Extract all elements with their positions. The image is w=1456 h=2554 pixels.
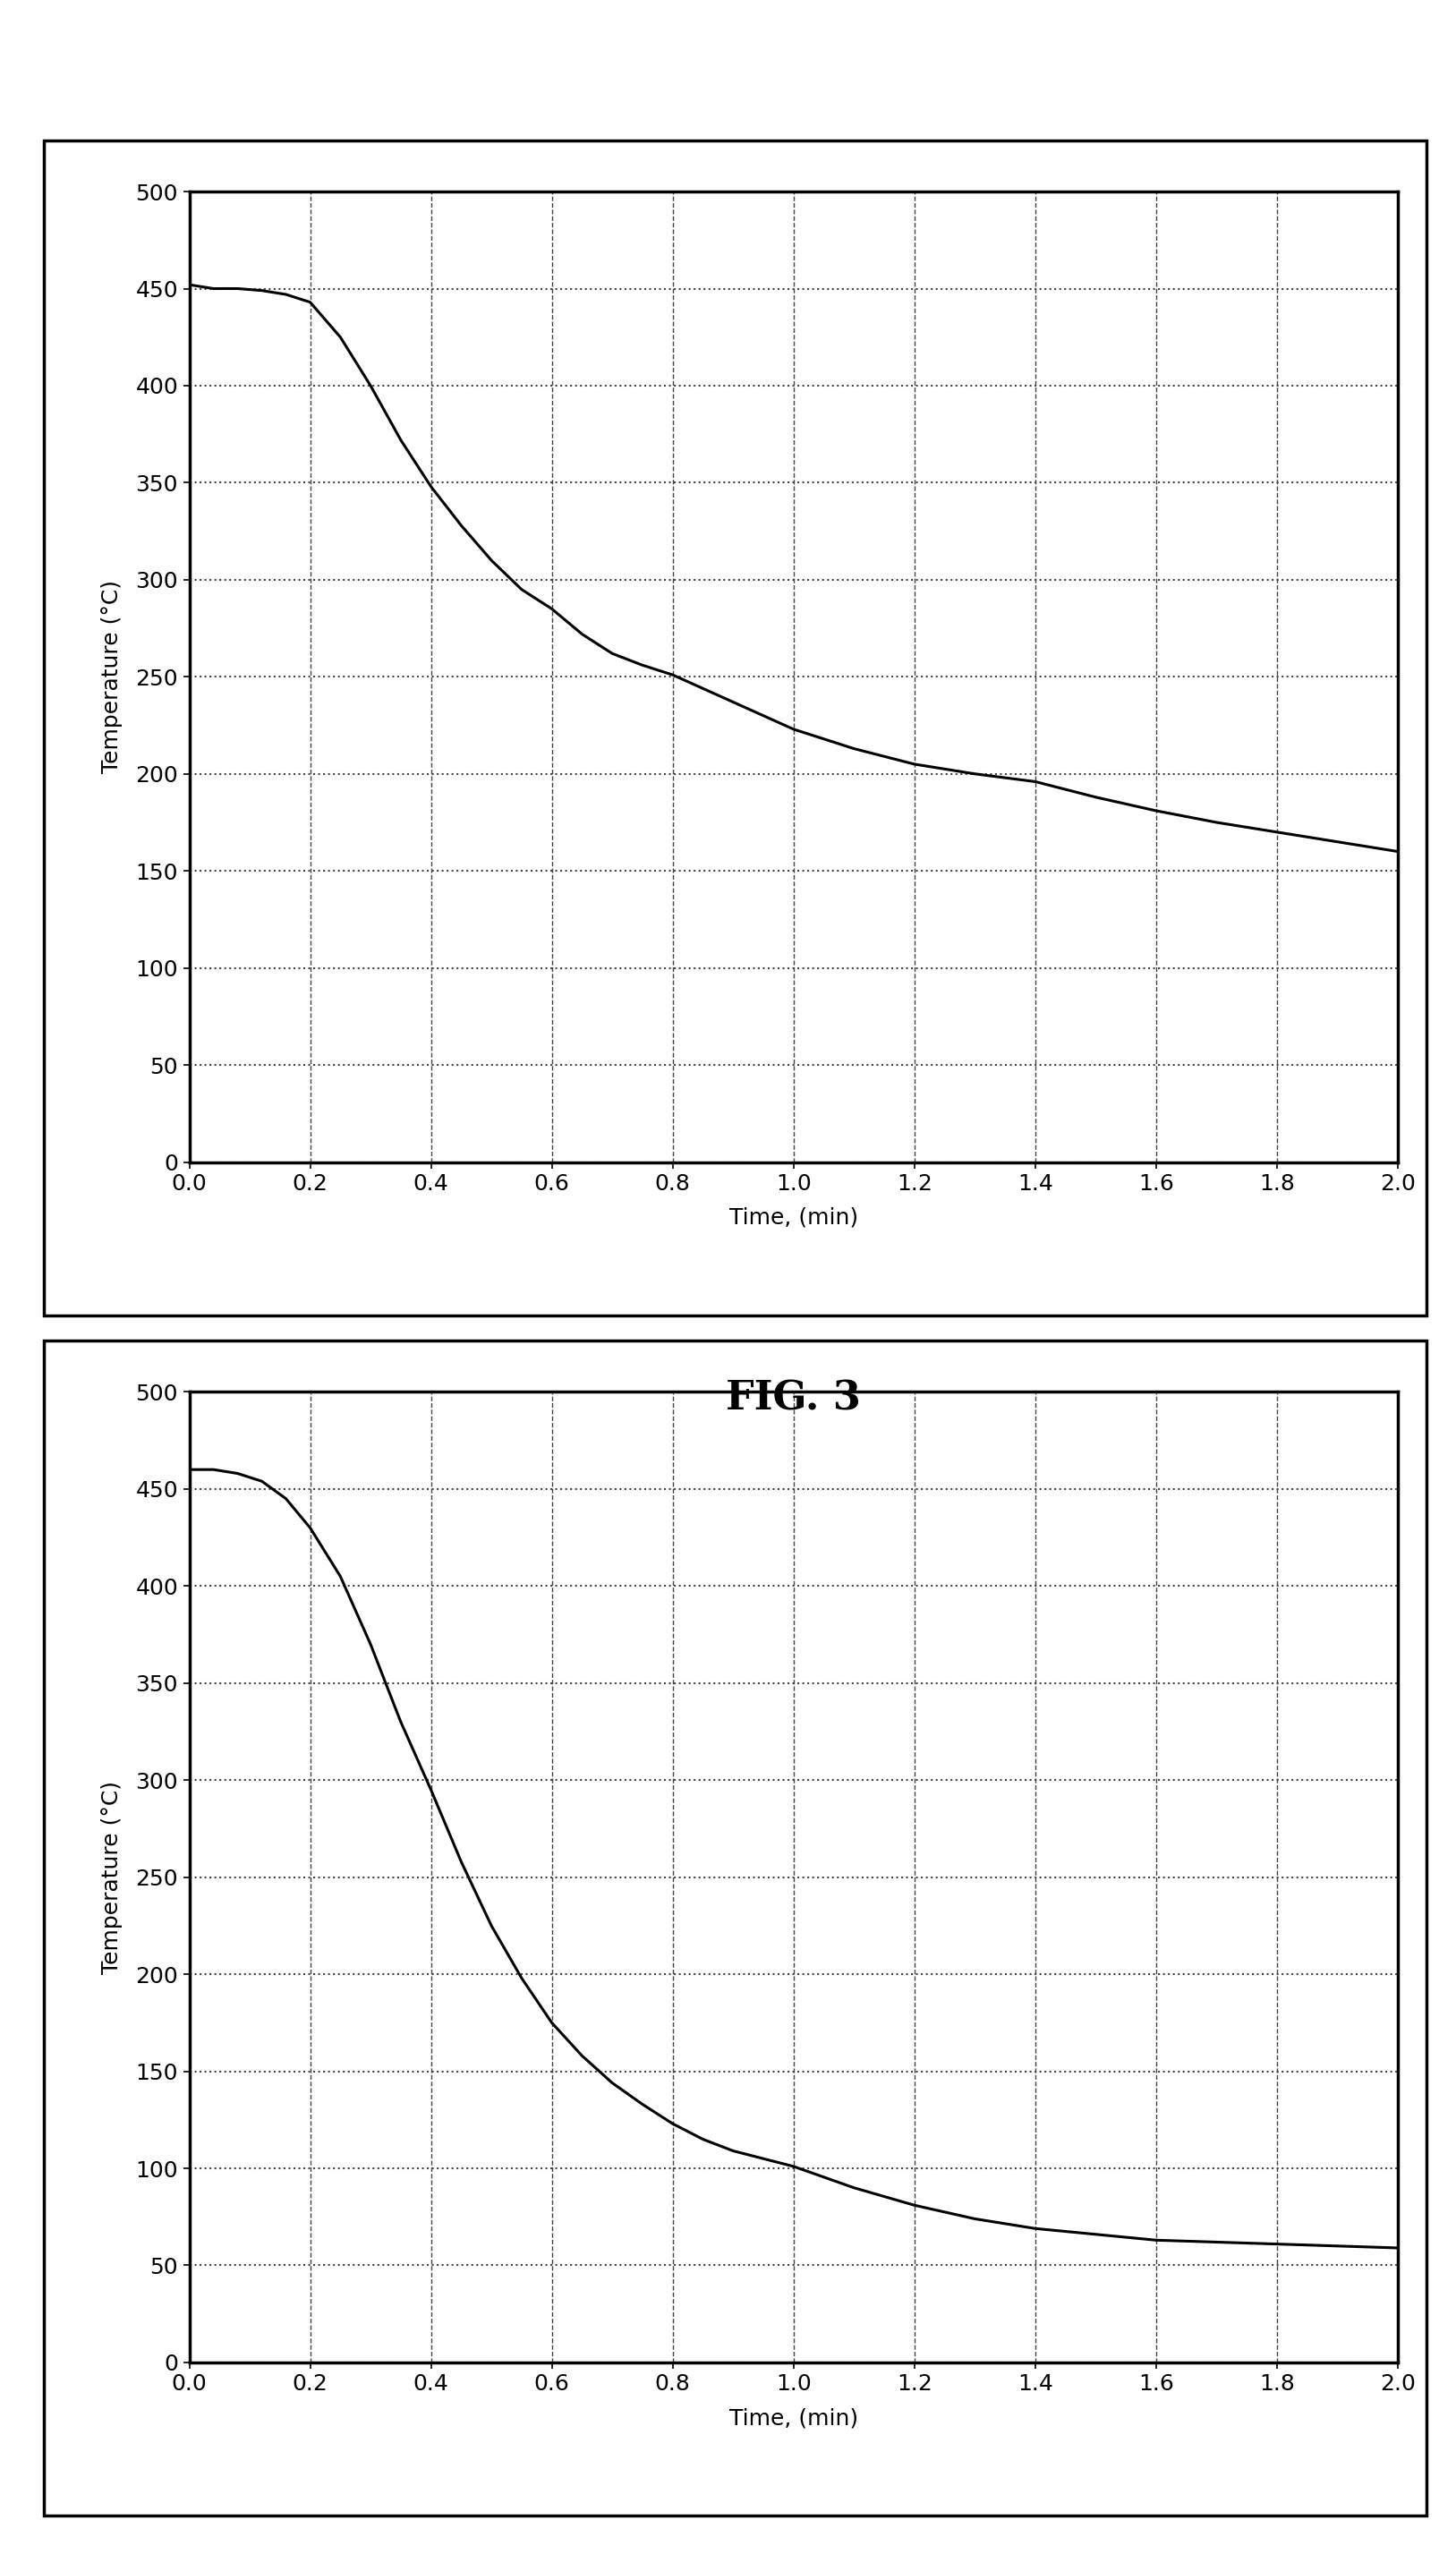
X-axis label: Time, (min): Time, (min) [729,1208,858,1228]
Text: FIG. 3: FIG. 3 [727,1379,860,1417]
Y-axis label: Temperature (°C): Temperature (°C) [102,580,122,774]
X-axis label: Time, (min): Time, (min) [729,2408,858,2429]
Y-axis label: Temperature (°C): Temperature (°C) [102,1780,122,1974]
